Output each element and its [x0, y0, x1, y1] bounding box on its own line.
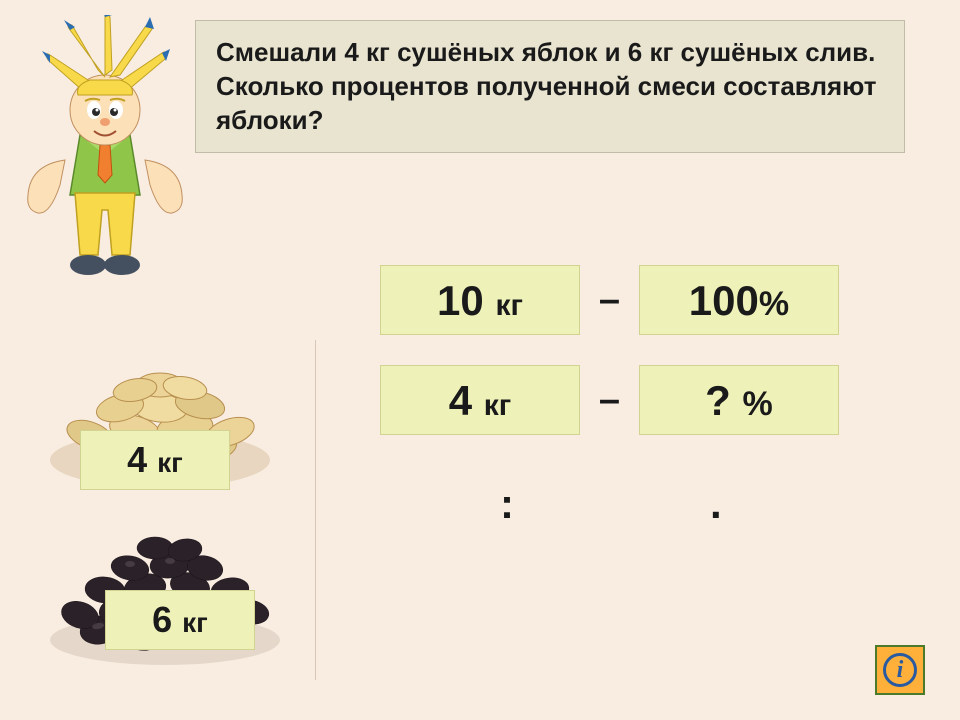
divider-line [315, 340, 316, 680]
colon-symbol: : [500, 480, 514, 528]
part-weight-box: 4 кг [380, 365, 580, 435]
prunes-weight-value: 6 [152, 599, 172, 640]
apples-weight-label: 4 кг [80, 430, 230, 490]
unknown-percent-unit: % [742, 385, 772, 423]
info-icon: i [883, 653, 917, 687]
dash-1: – [584, 279, 634, 322]
apples-weight-value: 4 [127, 439, 147, 480]
part-weight-unit: кг [484, 389, 512, 422]
dash-2: – [584, 379, 634, 422]
apples-weight-unit: кг [157, 447, 183, 478]
unknown-percent-value: ? [705, 377, 731, 424]
prunes-weight-label: 6 кг [105, 590, 255, 650]
total-percent-box: 100% [639, 265, 839, 335]
total-weight-box: 10 кг [380, 265, 580, 335]
unknown-percent-box: ? % [639, 365, 839, 435]
question-text: Смешали 4 кг сушёных яблок и 6 кг сушёны… [195, 20, 905, 153]
total-percent-value: 100 [689, 277, 759, 324]
prunes-weight-unit: кг [182, 607, 208, 638]
part-weight-value: 4 [449, 377, 472, 424]
cartoon-character [20, 15, 190, 295]
info-button[interactable]: i [875, 645, 925, 695]
dot-symbol: . [710, 480, 722, 528]
total-percent-unit: % [759, 285, 789, 323]
proportion-row-total: 10 кг – 100% [380, 265, 930, 345]
info-glyph: i [897, 657, 904, 684]
proportion-row-part: 4 кг – ? % [380, 365, 930, 445]
total-weight-value: 10 [437, 277, 484, 324]
total-weight-unit: кг [495, 289, 523, 322]
